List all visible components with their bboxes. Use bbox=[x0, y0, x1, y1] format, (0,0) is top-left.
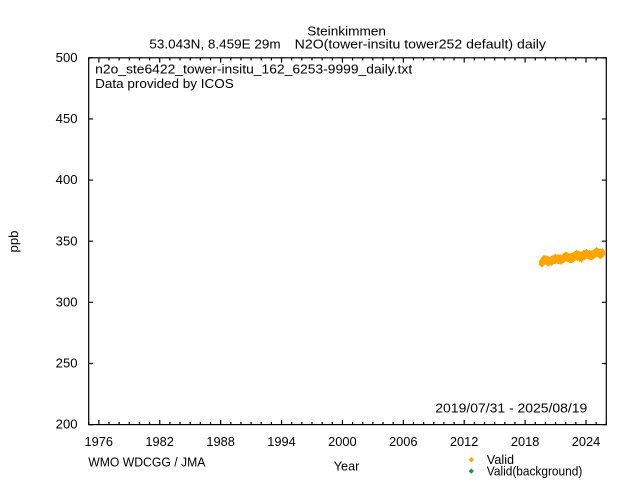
svg-text:Data provided by ICOS: Data provided by ICOS bbox=[95, 77, 234, 91]
svg-text:2019/07/31 - 2025/08/19: 2019/07/31 - 2025/08/19 bbox=[435, 401, 587, 415]
svg-text:300: 300 bbox=[56, 295, 78, 309]
svg-text:N2O(tower-insitu tower252 defa: N2O(tower-insitu tower252 default) daily bbox=[295, 37, 547, 51]
svg-text:2024: 2024 bbox=[572, 435, 601, 449]
svg-text:Year: Year bbox=[334, 459, 360, 473]
svg-text:2000: 2000 bbox=[328, 435, 357, 449]
svg-text:1982: 1982 bbox=[145, 435, 174, 449]
svg-text:53.043N, 8.459E 29m: 53.043N, 8.459E 29m bbox=[149, 37, 280, 51]
svg-text:2018: 2018 bbox=[511, 435, 540, 449]
svg-text:Valid: Valid bbox=[487, 453, 514, 467]
svg-text:1976: 1976 bbox=[85, 435, 114, 449]
svg-text:1994: 1994 bbox=[267, 435, 296, 449]
svg-text:500: 500 bbox=[56, 51, 78, 65]
svg-text:450: 450 bbox=[56, 112, 78, 126]
svg-text:2006: 2006 bbox=[389, 435, 418, 449]
svg-text:350: 350 bbox=[56, 234, 78, 248]
svg-text:WMO WDCGG / JMA: WMO WDCGG / JMA bbox=[88, 455, 206, 469]
svg-text:Steinkimmen: Steinkimmen bbox=[307, 24, 386, 38]
svg-text:250: 250 bbox=[56, 357, 78, 371]
svg-text:200: 200 bbox=[56, 418, 78, 432]
svg-text:1988: 1988 bbox=[206, 435, 235, 449]
svg-text:2012: 2012 bbox=[450, 435, 479, 449]
svg-text:400: 400 bbox=[56, 173, 78, 187]
svg-text:Valid(background): Valid(background) bbox=[487, 464, 583, 478]
svg-text:n2o_ste6422_tower-insitu_162_6: n2o_ste6422_tower-insitu_162_6253-9999_d… bbox=[95, 63, 413, 77]
svg-text:ppb: ppb bbox=[7, 231, 21, 253]
